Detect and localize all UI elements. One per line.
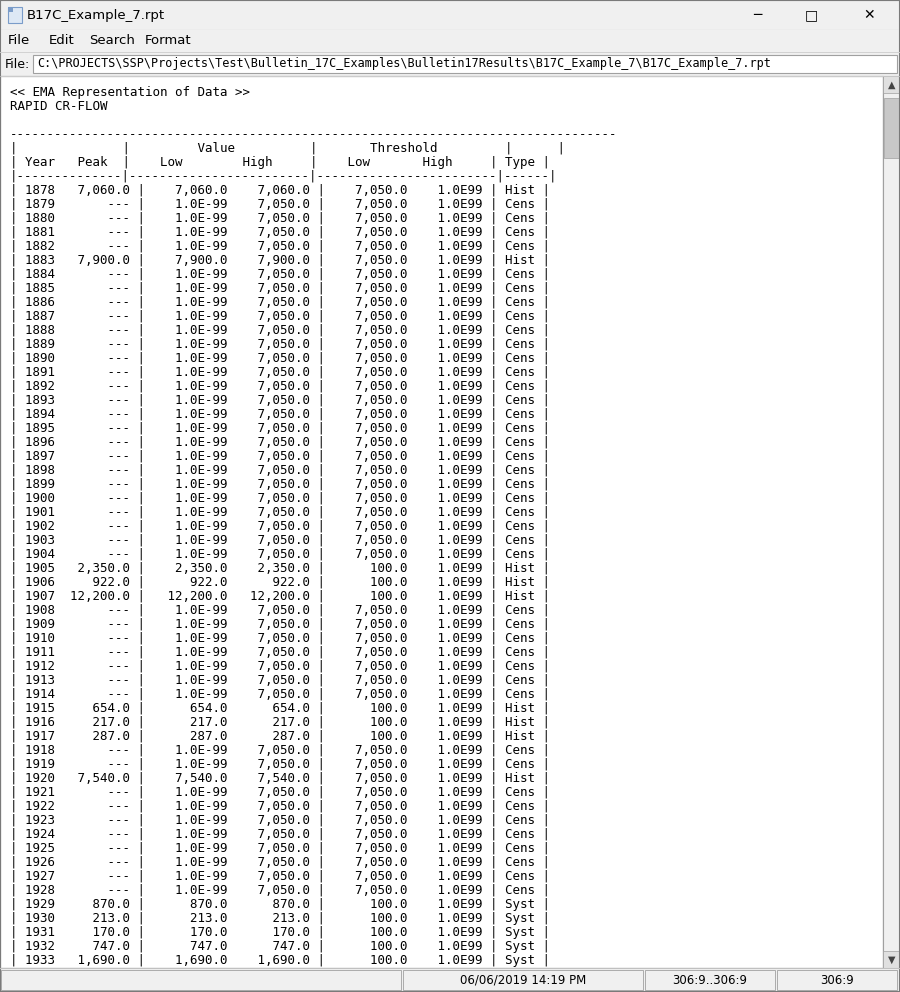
Bar	[1, 970, 401, 990]
Text: | 1892       --- |    1.0E-99    7,050.0 |    7,050.0    1.0E99 | Cens |: | 1892 --- | 1.0E-99 7,050.0 | 7,050.0 1…	[10, 380, 550, 393]
Text: 306:9: 306:9	[820, 973, 854, 986]
Text: | 1904       --- |    1.0E-99    7,050.0 |    7,050.0    1.0E99 | Cens |: | 1904 --- | 1.0E-99 7,050.0 | 7,050.0 1…	[10, 548, 550, 561]
Text: | 1918       --- |    1.0E-99    7,050.0 |    7,050.0    1.0E99 | Cens |: | 1918 --- | 1.0E-99 7,050.0 | 7,050.0 1…	[10, 744, 550, 757]
Text: |              |         Value          |       Threshold         |      |: | | Value | Threshold | |	[10, 142, 565, 155]
Text: | 1911       --- |    1.0E-99    7,050.0 |    7,050.0    1.0E99 | Cens |: | 1911 --- | 1.0E-99 7,050.0 | 7,050.0 1…	[10, 646, 550, 659]
Text: | 1913       --- |    1.0E-99    7,050.0 |    7,050.0    1.0E99 | Cens |: | 1913 --- | 1.0E-99 7,050.0 | 7,050.0 1…	[10, 674, 550, 687]
Text: | 1910       --- |    1.0E-99    7,050.0 |    7,050.0    1.0E99 | Cens |: | 1910 --- | 1.0E-99 7,050.0 | 7,050.0 1…	[10, 632, 550, 645]
Text: | 1933   1,690.0 |    1,690.0    1,690.0 |      100.0    1.0E99 | Syst |: | 1933 1,690.0 | 1,690.0 1,690.0 | 100.0…	[10, 954, 550, 967]
Text: | 1895       --- |    1.0E-99    7,050.0 |    7,050.0    1.0E99 | Cens |: | 1895 --- | 1.0E-99 7,050.0 | 7,050.0 1…	[10, 422, 550, 435]
Text: | 1907  12,200.0 |   12,200.0   12,200.0 |      100.0    1.0E99 | Hist |: | 1907 12,200.0 | 12,200.0 12,200.0 | 10…	[10, 590, 550, 603]
Bar	[884, 98, 899, 158]
Text: | 1928       --- |    1.0E-99    7,050.0 |    7,050.0    1.0E99 | Cens |: | 1928 --- | 1.0E-99 7,050.0 | 7,050.0 1…	[10, 884, 550, 897]
Text: | 1908       --- |    1.0E-99    7,050.0 |    7,050.0    1.0E99 | Cens |: | 1908 --- | 1.0E-99 7,050.0 | 7,050.0 1…	[10, 604, 550, 617]
Text: B17C_Example_7.rpt: B17C_Example_7.rpt	[27, 9, 165, 22]
Text: | 1927       --- |    1.0E-99    7,050.0 |    7,050.0    1.0E99 | Cens |: | 1927 --- | 1.0E-99 7,050.0 | 7,050.0 1…	[10, 870, 550, 883]
Text: |--------------|------------------------|------------------------|------|: |--------------|------------------------…	[10, 170, 557, 183]
Text: | 1902       --- |    1.0E-99    7,050.0 |    7,050.0    1.0E99 | Cens |: | 1902 --- | 1.0E-99 7,050.0 | 7,050.0 1…	[10, 520, 550, 533]
Text: | 1889       --- |    1.0E-99    7,050.0 |    7,050.0    1.0E99 | Cens |: | 1889 --- | 1.0E-99 7,050.0 | 7,050.0 1…	[10, 338, 550, 351]
Text: C:\PROJECTS\SSP\Projects\Test\Bulletin_17C_Examples\Bulletin17Results\B17C_Examp: C:\PROJECTS\SSP\Projects\Test\Bulletin_1…	[37, 58, 771, 70]
Text: | 1896       --- |    1.0E-99    7,050.0 |    7,050.0    1.0E99 | Cens |: | 1896 --- | 1.0E-99 7,050.0 | 7,050.0 1…	[10, 436, 550, 449]
Text: | 1879       --- |    1.0E-99    7,050.0 |    7,050.0    1.0E99 | Cens |: | 1879 --- | 1.0E-99 7,050.0 | 7,050.0 1…	[10, 198, 550, 211]
Bar	[8, 7, 22, 23]
Text: 306:9..306:9: 306:9..306:9	[672, 973, 748, 986]
Text: | 1916     217.0 |      217.0      217.0 |      100.0    1.0E99 | Hist |: | 1916 217.0 | 217.0 217.0 | 100.0 1.0E9…	[10, 716, 550, 729]
Text: | 1923       --- |    1.0E-99    7,050.0 |    7,050.0    1.0E99 | Cens |: | 1923 --- | 1.0E-99 7,050.0 | 7,050.0 1…	[10, 814, 550, 827]
Text: | 1926       --- |    1.0E-99    7,050.0 |    7,050.0    1.0E99 | Cens |: | 1926 --- | 1.0E-99 7,050.0 | 7,050.0 1…	[10, 856, 550, 869]
Text: Edit: Edit	[49, 35, 75, 48]
Text: | 1929     870.0 |      870.0      870.0 |      100.0    1.0E99 | Syst |: | 1929 870.0 | 870.0 870.0 | 100.0 1.0E9…	[10, 898, 550, 911]
Text: RAPID CR-FLOW: RAPID CR-FLOW	[10, 100, 107, 113]
Text: | 1880       --- |    1.0E-99    7,050.0 |    7,050.0    1.0E99 | Cens |: | 1880 --- | 1.0E-99 7,050.0 | 7,050.0 1…	[10, 212, 550, 225]
Text: | 1899       --- |    1.0E-99    7,050.0 |    7,050.0    1.0E99 | Cens |: | 1899 --- | 1.0E-99 7,050.0 | 7,050.0 1…	[10, 478, 550, 491]
Text: ─: ─	[752, 8, 761, 22]
Text: | 1887       --- |    1.0E-99    7,050.0 |    7,050.0    1.0E99 | Cens |: | 1887 --- | 1.0E-99 7,050.0 | 7,050.0 1…	[10, 310, 550, 323]
Text: ▼: ▼	[887, 954, 896, 964]
Text: | 1906     922.0 |      922.0      922.0 |      100.0    1.0E99 | Hist |: | 1906 922.0 | 922.0 922.0 | 100.0 1.0E9…	[10, 576, 550, 589]
Text: | 1900       --- |    1.0E-99    7,050.0 |    7,050.0    1.0E99 | Cens |: | 1900 --- | 1.0E-99 7,050.0 | 7,050.0 1…	[10, 492, 550, 505]
Text: File:: File:	[5, 58, 31, 70]
Text: | Year   Peak  |    Low        High     |    Low       High     | Type |: | Year Peak | Low High | Low High | Type…	[10, 156, 550, 169]
Text: □: □	[805, 8, 817, 22]
Bar	[0, 76, 883, 968]
Text: 06/06/2019 14:19 PM: 06/06/2019 14:19 PM	[460, 973, 586, 986]
Text: | 1909       --- |    1.0E-99    7,050.0 |    7,050.0    1.0E99 | Cens |: | 1909 --- | 1.0E-99 7,050.0 | 7,050.0 1…	[10, 618, 550, 631]
Text: | 1922       --- |    1.0E-99    7,050.0 |    7,050.0    1.0E99 | Cens |: | 1922 --- | 1.0E-99 7,050.0 | 7,050.0 1…	[10, 800, 550, 813]
Text: --------------------------------------------------------------------------------: ----------------------------------------…	[10, 128, 617, 141]
Text: | 1920   7,540.0 |    7,540.0    7,540.0 |    7,050.0    1.0E99 | Hist |: | 1920 7,540.0 | 7,540.0 7,540.0 | 7,050…	[10, 772, 550, 785]
Bar	[33, 55, 897, 73]
Text: | 1891       --- |    1.0E-99    7,050.0 |    7,050.0    1.0E99 | Cens |: | 1891 --- | 1.0E-99 7,050.0 | 7,050.0 1…	[10, 366, 550, 379]
Text: | 1931     170.0 |      170.0      170.0 |      100.0    1.0E99 | Syst |: | 1931 170.0 | 170.0 170.0 | 100.0 1.0E9…	[10, 926, 550, 939]
Text: Search: Search	[90, 35, 136, 48]
Text: | 1883   7,900.0 |    7,900.0    7,900.0 |    7,050.0    1.0E99 | Hist |: | 1883 7,900.0 | 7,900.0 7,900.0 | 7,050…	[10, 254, 550, 267]
Bar	[883, 76, 900, 968]
Text: | 1915     654.0 |      654.0      654.0 |      100.0    1.0E99 | Hist |: | 1915 654.0 | 654.0 654.0 | 100.0 1.0E9…	[10, 702, 550, 715]
Text: | 1905   2,350.0 |    2,350.0    2,350.0 |      100.0    1.0E99 | Hist |: | 1905 2,350.0 | 2,350.0 2,350.0 | 100.0…	[10, 562, 550, 575]
Text: | 1878   7,060.0 |    7,060.0    7,060.0 |    7,050.0    1.0E99 | Hist |: | 1878 7,060.0 | 7,060.0 7,060.0 | 7,050…	[10, 184, 550, 197]
Text: | 1932     747.0 |      747.0      747.0 |      100.0    1.0E99 | Syst |: | 1932 747.0 | 747.0 747.0 | 100.0 1.0E9…	[10, 940, 550, 953]
Text: | 1924       --- |    1.0E-99    7,050.0 |    7,050.0    1.0E99 | Cens |: | 1924 --- | 1.0E-99 7,050.0 | 7,050.0 1…	[10, 828, 550, 841]
Bar	[883, 951, 900, 968]
Text: | 1912       --- |    1.0E-99    7,050.0 |    7,050.0    1.0E99 | Cens |: | 1912 --- | 1.0E-99 7,050.0 | 7,050.0 1…	[10, 660, 550, 673]
Text: | 1885       --- |    1.0E-99    7,050.0 |    7,050.0    1.0E99 | Cens |: | 1885 --- | 1.0E-99 7,050.0 | 7,050.0 1…	[10, 282, 550, 295]
Bar	[0, 52, 900, 76]
Text: | 1888       --- |    1.0E-99    7,050.0 |    7,050.0    1.0E99 | Cens |: | 1888 --- | 1.0E-99 7,050.0 | 7,050.0 1…	[10, 324, 550, 337]
Bar	[403, 970, 643, 990]
Text: | 1881       --- |    1.0E-99    7,050.0 |    7,050.0    1.0E99 | Cens |: | 1881 --- | 1.0E-99 7,050.0 | 7,050.0 1…	[10, 226, 550, 239]
Bar	[777, 970, 897, 990]
Bar	[8, 7, 13, 12]
Bar	[0, 968, 900, 992]
Bar	[0, 76, 883, 968]
Text: | 1890       --- |    1.0E-99    7,050.0 |    7,050.0    1.0E99 | Cens |: | 1890 --- | 1.0E-99 7,050.0 | 7,050.0 1…	[10, 352, 550, 365]
Bar	[0, 30, 900, 52]
Bar	[0, 0, 900, 30]
Text: | 1897       --- |    1.0E-99    7,050.0 |    7,050.0    1.0E99 | Cens |: | 1897 --- | 1.0E-99 7,050.0 | 7,050.0 1…	[10, 450, 550, 463]
Text: | 1893       --- |    1.0E-99    7,050.0 |    7,050.0    1.0E99 | Cens |: | 1893 --- | 1.0E-99 7,050.0 | 7,050.0 1…	[10, 394, 550, 407]
Text: << EMA Representation of Data >>: << EMA Representation of Data >>	[10, 86, 250, 99]
Bar	[883, 76, 900, 93]
Text: | 1925       --- |    1.0E-99    7,050.0 |    7,050.0    1.0E99 | Cens |: | 1925 --- | 1.0E-99 7,050.0 | 7,050.0 1…	[10, 842, 550, 855]
Text: | 1921       --- |    1.0E-99    7,050.0 |    7,050.0    1.0E99 | Cens |: | 1921 --- | 1.0E-99 7,050.0 | 7,050.0 1…	[10, 786, 550, 799]
Text: | 1898       --- |    1.0E-99    7,050.0 |    7,050.0    1.0E99 | Cens |: | 1898 --- | 1.0E-99 7,050.0 | 7,050.0 1…	[10, 464, 550, 477]
Text: | 1903       --- |    1.0E-99    7,050.0 |    7,050.0    1.0E99 | Cens |: | 1903 --- | 1.0E-99 7,050.0 | 7,050.0 1…	[10, 534, 550, 547]
Text: | 1882       --- |    1.0E-99    7,050.0 |    7,050.0    1.0E99 | Cens |: | 1882 --- | 1.0E-99 7,050.0 | 7,050.0 1…	[10, 240, 550, 253]
Text: | 1901       --- |    1.0E-99    7,050.0 |    7,050.0    1.0E99 | Cens |: | 1901 --- | 1.0E-99 7,050.0 | 7,050.0 1…	[10, 506, 550, 519]
Text: | 1886       --- |    1.0E-99    7,050.0 |    7,050.0    1.0E99 | Cens |: | 1886 --- | 1.0E-99 7,050.0 | 7,050.0 1…	[10, 296, 550, 309]
Bar	[645, 970, 775, 990]
Text: | 1917     287.0 |      287.0      287.0 |      100.0    1.0E99 | Hist |: | 1917 287.0 | 287.0 287.0 | 100.0 1.0E9…	[10, 730, 550, 743]
Text: | 1884       --- |    1.0E-99    7,050.0 |    7,050.0    1.0E99 | Cens |: | 1884 --- | 1.0E-99 7,050.0 | 7,050.0 1…	[10, 268, 550, 281]
Text: Format: Format	[145, 35, 192, 48]
Text: File: File	[8, 35, 31, 48]
Text: | 1894       --- |    1.0E-99    7,050.0 |    7,050.0    1.0E99 | Cens |: | 1894 --- | 1.0E-99 7,050.0 | 7,050.0 1…	[10, 408, 550, 421]
Text: | 1930     213.0 |      213.0      213.0 |      100.0    1.0E99 | Syst |: | 1930 213.0 | 213.0 213.0 | 100.0 1.0E9…	[10, 912, 550, 925]
Text: | 1919       --- |    1.0E-99    7,050.0 |    7,050.0    1.0E99 | Cens |: | 1919 --- | 1.0E-99 7,050.0 | 7,050.0 1…	[10, 758, 550, 771]
Text: ✕: ✕	[863, 8, 875, 22]
Text: | 1914       --- |    1.0E-99    7,050.0 |    7,050.0    1.0E99 | Cens |: | 1914 --- | 1.0E-99 7,050.0 | 7,050.0 1…	[10, 688, 550, 701]
Text: ▲: ▲	[887, 79, 896, 89]
